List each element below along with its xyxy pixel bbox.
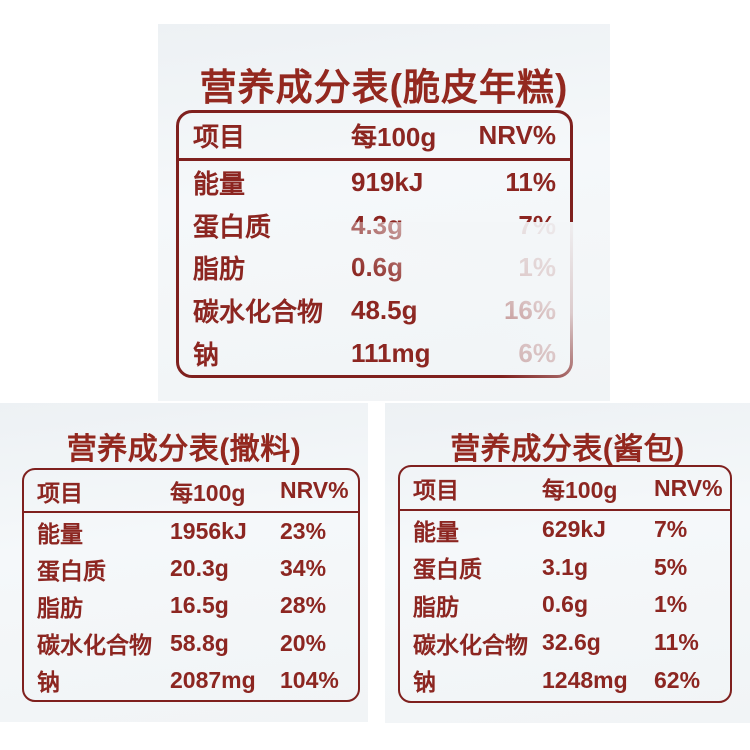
- nutrient-name: 脂肪: [413, 593, 459, 620]
- col-header-item: 项目: [37, 479, 83, 506]
- nutrient-nrv: 6%: [518, 338, 556, 369]
- nutrient-nrv: 1%: [654, 591, 688, 618]
- nutrient-name: 碳水化合物: [193, 297, 324, 328]
- nutrient-nrv: 104%: [280, 666, 339, 693]
- nutrient-row-protein: 蛋白质 20.3g 34%: [24, 550, 358, 587]
- nutrient-value: 3.1g: [542, 553, 589, 580]
- nutrient-nrv: 28%: [280, 592, 327, 619]
- nutrient-nrv: 5%: [654, 553, 688, 580]
- nutrient-row-carbohydrate: 碳水化合物 32.6g 11%: [400, 624, 730, 662]
- panel-sauce-packet: 营养成分表(酱包) 项目 每100g NRV% 能量 629kJ 7% 蛋白质 …: [385, 403, 750, 723]
- nutrient-name: 能量: [37, 520, 83, 547]
- nutrient-nrv: 11%: [505, 166, 556, 197]
- nutrient-name: 钠: [37, 669, 60, 696]
- col-header-nrv: NRV%: [478, 120, 556, 150]
- nutrient-row-fat: 脂肪 0.6g 1%: [400, 586, 730, 624]
- nutrient-row-protein: 蛋白质 4.3g 7%: [179, 204, 570, 247]
- nutrient-name: 钠: [193, 340, 220, 371]
- nutrient-name: 碳水化合物: [37, 632, 152, 659]
- nutrient-value: 111mg: [351, 338, 431, 369]
- nutrient-value: 16.5g: [170, 592, 229, 619]
- nutrient-nrv: 7%: [518, 209, 556, 240]
- nutrient-nrv: 23%: [280, 518, 327, 545]
- panel-crispy-rice-cake: 营养成分表(脆皮年糕) 项目 每100g NRV% 能量 919kJ 11% 蛋…: [158, 24, 610, 401]
- col-header-nrv: NRV%: [280, 477, 349, 503]
- table-title-sauce-packet: 营养成分表(酱包): [450, 433, 685, 466]
- nutrient-name: 能量: [193, 168, 246, 199]
- nutrient-value: 629kJ: [542, 516, 606, 543]
- nutrient-value: 20.3g: [170, 555, 229, 582]
- table-title-seasoning: 营养成分表(撒料): [66, 433, 302, 466]
- nutrient-nrv: 1%: [518, 252, 556, 283]
- nutrient-value: 32.6g: [542, 629, 601, 656]
- nutrient-row-fat: 脂肪 0.6g 1%: [179, 247, 570, 290]
- nutrition-table-crispy-rice-cake: 项目 每100g NRV% 能量 919kJ 11% 蛋白质 4.3g 7% 脂…: [176, 110, 574, 379]
- nutrient-value: 58.8g: [170, 629, 229, 656]
- col-header-per100g: 每100g: [351, 122, 437, 152]
- nutrient-row-carbohydrate: 碳水化合物 58.8g 20%: [24, 625, 358, 662]
- nutrient-name: 脂肪: [193, 254, 246, 285]
- nutrient-name: 钠: [413, 669, 436, 696]
- col-header-per100g: 每100g: [542, 477, 618, 503]
- table-header-row: 项目 每100g NRV%: [24, 470, 358, 513]
- nutrient-name: 蛋白质: [193, 211, 272, 242]
- nutrient-nrv: 16%: [503, 295, 556, 326]
- nutrient-value: 919kJ: [351, 166, 424, 197]
- table-title-crispy-rice-cake: 营养成分表(脆皮年糕): [199, 67, 569, 108]
- nutrient-row-fat: 脂肪 16.5g 28%: [24, 587, 358, 624]
- nutrient-row-energy: 能量 1956kJ 23%: [24, 513, 358, 550]
- nutrient-name: 蛋白质: [37, 557, 106, 584]
- nutrient-row-protein: 蛋白质 3.1g 5%: [400, 549, 730, 587]
- table-header-row: 项目 每100g NRV%: [400, 467, 730, 511]
- nutrient-value: 4.3g: [351, 209, 404, 240]
- table-header-row: 项目 每100g NRV%: [179, 113, 570, 161]
- nutrient-value: 2087mg: [170, 666, 256, 693]
- nutrient-name: 蛋白质: [413, 556, 482, 583]
- nutrient-row-sodium: 钠 1248mg 62%: [400, 661, 730, 699]
- nutrient-nrv: 11%: [654, 629, 699, 656]
- col-header-item: 项目: [413, 477, 459, 503]
- nutrient-row-carbohydrate: 碳水化合物 48.5g 16%: [179, 289, 570, 332]
- nutrient-nrv: 62%: [654, 666, 701, 693]
- nutrient-name: 能量: [413, 518, 459, 545]
- nutrient-row-sodium: 钠 111mg 6%: [179, 332, 570, 375]
- nutrient-value: 0.6g: [351, 252, 404, 283]
- nutrient-nrv: 20%: [280, 629, 327, 656]
- nutrient-value: 1956kJ: [170, 518, 247, 545]
- nutrient-value: 48.5g: [351, 295, 418, 326]
- nutrient-row-sodium: 钠 2087mg 104%: [24, 662, 358, 699]
- nutrient-name: 碳水化合物: [413, 631, 528, 658]
- col-header-per100g: 每100g: [170, 479, 246, 506]
- col-header-nrv: NRV%: [654, 474, 723, 501]
- nutrient-nrv: 7%: [654, 516, 688, 543]
- nutrient-value: 0.6g: [542, 591, 589, 618]
- nutrient-row-energy: 能量 629kJ 7%: [400, 511, 730, 549]
- panel-seasoning: 营养成分表(撒料) 项目 每100g NRV% 能量 1956kJ 23% 蛋白…: [0, 403, 368, 722]
- col-header-item: 项目: [193, 122, 246, 152]
- nutrient-name: 脂肪: [37, 594, 83, 621]
- nutrient-nrv: 34%: [280, 555, 327, 582]
- nutrition-table-seasoning: 项目 每100g NRV% 能量 1956kJ 23% 蛋白质 20.3g 34…: [22, 468, 360, 702]
- nutrient-row-energy: 能量 919kJ 11%: [179, 161, 570, 204]
- nutrition-table-sauce-packet: 项目 每100g NRV% 能量 629kJ 7% 蛋白质 3.1g 5% 脂肪…: [398, 465, 732, 703]
- nutrient-value: 1248mg: [542, 666, 628, 693]
